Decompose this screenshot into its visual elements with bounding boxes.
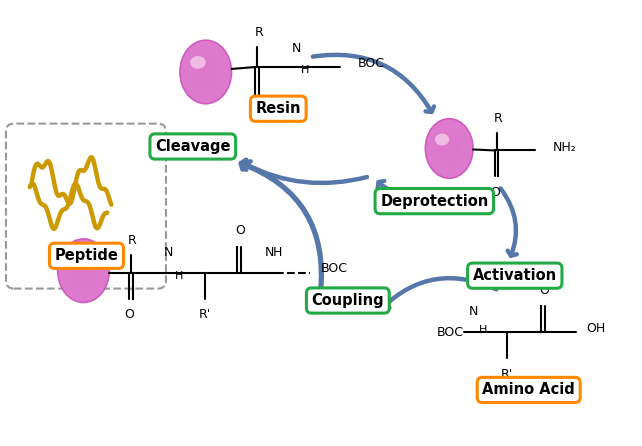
Text: R: R bbox=[128, 234, 137, 247]
Text: R: R bbox=[255, 26, 264, 39]
Text: H: H bbox=[273, 246, 282, 259]
Text: OH: OH bbox=[586, 322, 605, 335]
Ellipse shape bbox=[73, 258, 94, 283]
Text: Deprotection: Deprotection bbox=[380, 194, 489, 209]
Ellipse shape bbox=[440, 136, 459, 161]
Ellipse shape bbox=[78, 264, 89, 277]
Ellipse shape bbox=[426, 119, 473, 178]
Ellipse shape bbox=[426, 119, 473, 178]
Ellipse shape bbox=[190, 53, 221, 91]
Ellipse shape bbox=[58, 239, 109, 302]
Ellipse shape bbox=[180, 40, 232, 104]
Text: N: N bbox=[469, 306, 478, 318]
Ellipse shape bbox=[430, 124, 468, 172]
Text: H: H bbox=[479, 325, 487, 335]
Text: BOC: BOC bbox=[321, 262, 348, 275]
Text: N: N bbox=[265, 246, 274, 259]
Text: O: O bbox=[236, 224, 245, 237]
Ellipse shape bbox=[68, 252, 99, 290]
Text: O: O bbox=[490, 186, 500, 199]
Ellipse shape bbox=[68, 255, 83, 268]
Ellipse shape bbox=[435, 131, 464, 166]
Text: Resin: Resin bbox=[256, 101, 301, 116]
Ellipse shape bbox=[435, 133, 449, 145]
Text: Activation: Activation bbox=[473, 268, 557, 283]
Text: O: O bbox=[250, 105, 261, 118]
Text: H: H bbox=[301, 65, 309, 75]
Text: BOC: BOC bbox=[358, 57, 385, 70]
Text: Cleavage: Cleavage bbox=[155, 139, 230, 154]
Text: N: N bbox=[163, 246, 173, 259]
Text: N: N bbox=[291, 42, 301, 55]
Text: R: R bbox=[494, 112, 502, 124]
Text: Peptide: Peptide bbox=[55, 248, 118, 263]
Text: H: H bbox=[175, 271, 183, 281]
Text: R': R' bbox=[501, 368, 513, 381]
Ellipse shape bbox=[185, 46, 227, 97]
Ellipse shape bbox=[195, 59, 216, 85]
FancyBboxPatch shape bbox=[6, 124, 166, 289]
Text: O: O bbox=[125, 309, 134, 322]
Ellipse shape bbox=[63, 245, 104, 296]
Text: Amino Acid: Amino Acid bbox=[482, 383, 575, 397]
Ellipse shape bbox=[190, 56, 205, 69]
Ellipse shape bbox=[180, 40, 232, 104]
Text: NH₂: NH₂ bbox=[553, 141, 577, 154]
Text: BOC: BOC bbox=[437, 326, 464, 339]
Ellipse shape bbox=[444, 143, 454, 154]
Text: O: O bbox=[540, 284, 550, 297]
Ellipse shape bbox=[200, 66, 211, 78]
Text: Coupling: Coupling bbox=[311, 293, 384, 308]
Ellipse shape bbox=[58, 239, 109, 302]
Text: R': R' bbox=[198, 309, 211, 322]
